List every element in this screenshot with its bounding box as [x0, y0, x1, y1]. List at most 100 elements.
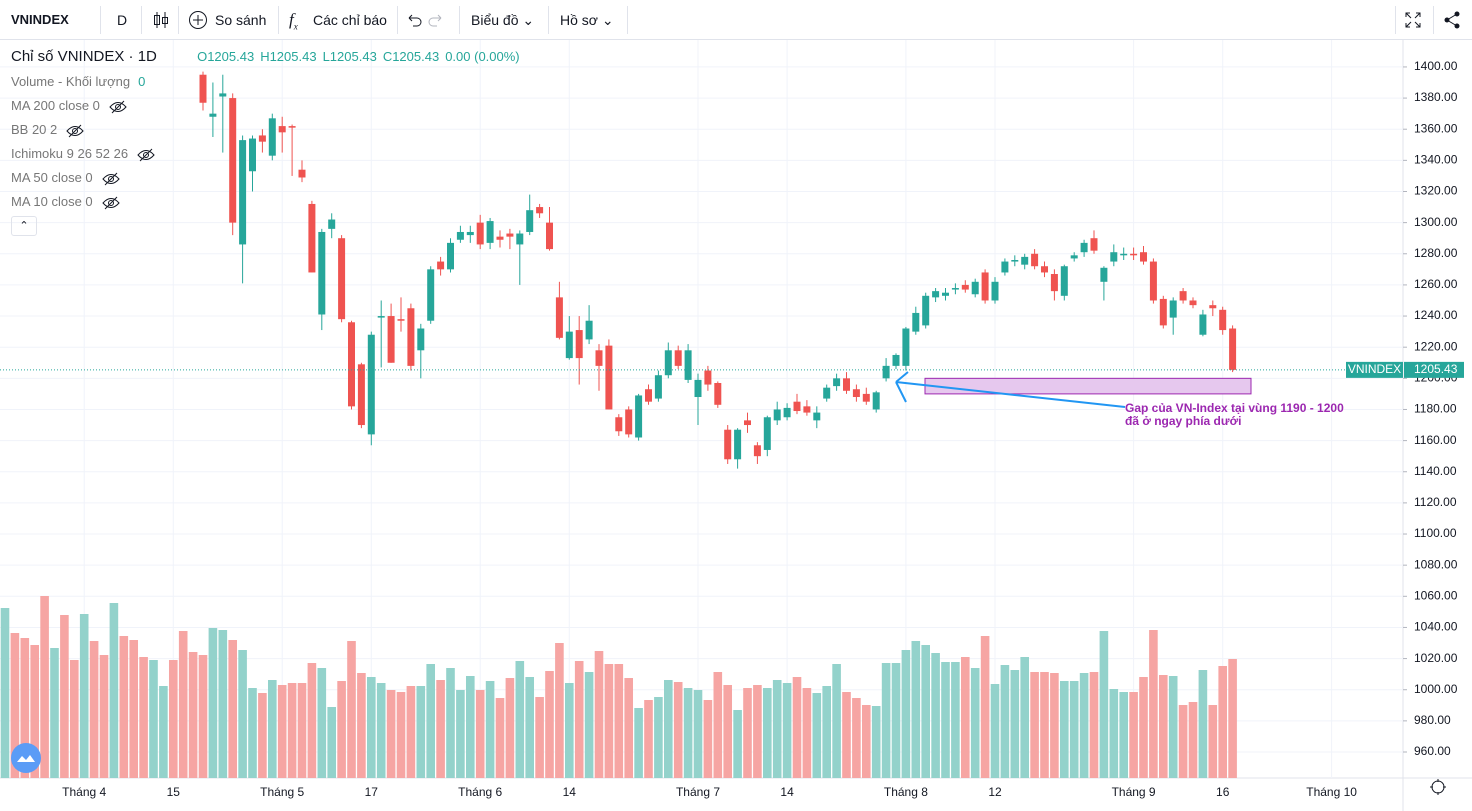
volume-bar	[911, 641, 921, 778]
candle-body	[1001, 261, 1009, 273]
volume-bar	[109, 603, 119, 778]
volume-bar	[792, 677, 802, 778]
volume-bar	[822, 686, 831, 778]
candle-body	[833, 378, 841, 387]
volume-bar	[70, 660, 79, 778]
compare-icon[interactable]	[188, 10, 208, 30]
candle-body	[1080, 242, 1088, 253]
indicators-button[interactable]: Các chỉ báo	[313, 12, 387, 28]
candle-body	[942, 292, 949, 296]
volume-bar	[248, 688, 257, 778]
volume-bar	[654, 697, 663, 778]
candle-body	[249, 138, 256, 172]
study-row: BB 20 2	[11, 120, 520, 144]
candle-body	[605, 345, 613, 410]
candle-body	[714, 382, 722, 405]
separator	[397, 6, 398, 34]
candle-body	[783, 407, 791, 418]
candle-body	[1090, 238, 1098, 251]
candle-body	[803, 406, 811, 413]
volume-bar	[169, 660, 178, 778]
x-tick-label: Tháng 7	[676, 785, 720, 799]
y-tick-label: 1240.00	[1414, 308, 1458, 322]
candle-body	[615, 417, 623, 432]
candle-body	[843, 378, 850, 391]
volume-bar	[723, 685, 732, 778]
separator	[627, 6, 628, 34]
y-tick-label: 1120.00	[1414, 495, 1457, 509]
candle-body	[288, 126, 296, 128]
y-tick-label: 960.00	[1414, 744, 1451, 758]
candle-body	[724, 429, 732, 460]
separator	[278, 6, 279, 34]
chart-type-label: Biểu đồ	[471, 12, 519, 28]
candle-body	[476, 222, 484, 245]
volume-bar	[159, 686, 168, 778]
candle-body	[1021, 256, 1029, 265]
candle-body	[625, 409, 633, 435]
annotation-text: đã ở ngay phía dưới	[1125, 414, 1241, 428]
volume-bar	[386, 690, 396, 778]
volume-bar	[1139, 677, 1148, 778]
volume-bar	[525, 677, 534, 778]
settings-icon[interactable]	[1430, 779, 1446, 795]
volume-bar	[743, 688, 752, 778]
candle-body	[437, 261, 445, 270]
candle-body	[536, 207, 544, 214]
compare-button[interactable]: So sánh	[215, 12, 267, 28]
chart-type-button[interactable]: Biểu đồ ⌄	[471, 12, 535, 28]
volume-bar	[871, 706, 881, 778]
volume-bar	[495, 698, 505, 778]
candle-body	[1209, 305, 1217, 309]
candle-body	[496, 236, 504, 240]
candle-body	[852, 389, 860, 398]
candle-body	[268, 118, 276, 156]
interval-button[interactable]: D	[117, 12, 128, 28]
volume-bar	[446, 668, 455, 778]
volume-bar	[931, 653, 940, 778]
volume-bar	[436, 680, 445, 778]
volume-bar	[1079, 673, 1089, 778]
volume-bar	[990, 684, 1000, 778]
candle-body	[239, 140, 247, 245]
y-tick-label: 1180.00	[1414, 402, 1457, 416]
y-tick-label: 1040.00	[1414, 620, 1458, 634]
candle-body	[961, 284, 969, 290]
volume-bar	[208, 628, 218, 778]
indicators-icon[interactable]: fx	[289, 10, 298, 32]
volume-bar	[604, 664, 614, 778]
candle-body	[219, 93, 227, 97]
undo-redo-icons[interactable]	[405, 12, 445, 28]
ohlc-values: O1205.43 H1205.43 L1205.43 C1205.43 0.00 (0.…	[197, 49, 520, 64]
share-icon[interactable]	[1443, 11, 1461, 29]
profile-button[interactable]: Hồ sơ ⌄	[560, 12, 614, 28]
volume-bar	[1089, 672, 1099, 778]
volume-bar	[1188, 702, 1198, 778]
volume-bar	[1030, 672, 1039, 778]
volume-bar	[545, 671, 554, 778]
logo-badge[interactable]	[11, 743, 41, 773]
x-tick-label: Tháng 6	[458, 785, 502, 799]
separator	[141, 6, 142, 34]
volume-bar	[466, 676, 475, 778]
study-row: MA 200 close 0	[11, 96, 520, 120]
volume-bar	[832, 664, 841, 778]
collapse-button[interactable]: ⌃	[11, 216, 37, 236]
candle-style-icon[interactable]	[151, 10, 171, 30]
volume-bar	[1178, 705, 1188, 778]
volume-bar	[426, 664, 435, 778]
volume-bar	[624, 678, 633, 778]
fullscreen-icon[interactable]	[1405, 12, 1421, 28]
volume-bar	[228, 640, 237, 778]
candle-body	[1041, 266, 1048, 273]
symbol-button[interactable]: VNINDEX	[11, 12, 69, 27]
volume-bar	[1069, 681, 1079, 778]
symbol-tag: VNINDEX	[1348, 362, 1401, 376]
volume-bar	[50, 648, 59, 778]
volume-bar	[733, 710, 742, 778]
candle-body	[912, 312, 920, 332]
x-tick-label: Tháng 4	[62, 785, 106, 799]
volume-bar	[683, 688, 693, 778]
ohlc-value: L1205.43	[322, 49, 377, 64]
volume-bar	[337, 681, 346, 778]
